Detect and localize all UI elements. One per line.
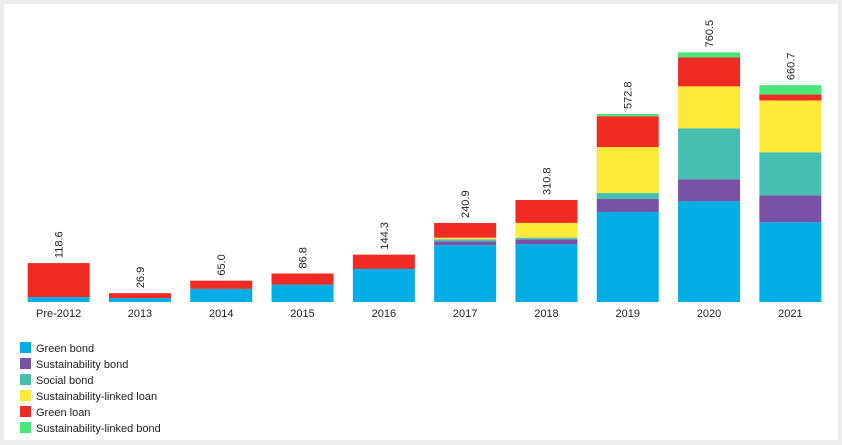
total-label: 86.8	[298, 247, 310, 268]
legend-label: Green loan	[36, 407, 90, 419]
bar-segment	[596, 113, 659, 117]
total-label: 26.9	[135, 267, 147, 288]
bar-segment	[434, 237, 497, 240]
x-tick-label: 2017	[453, 308, 477, 320]
x-tick-label: 2015	[290, 308, 314, 320]
legend-swatch	[20, 358, 31, 369]
bar-segment	[271, 273, 334, 285]
total-label: 310.8	[541, 167, 553, 195]
total-label: 240.9	[460, 190, 472, 218]
bar-segment	[678, 86, 741, 129]
bar-segment	[190, 288, 253, 302]
bar-segment	[271, 284, 334, 302]
legend-swatch	[20, 342, 31, 353]
bar-segment	[352, 269, 415, 302]
bar-segment	[434, 239, 497, 242]
total-label: 65.0	[216, 254, 228, 275]
bar-segment	[678, 52, 741, 58]
bar-segment	[596, 116, 659, 148]
legend-label: Social bond	[36, 375, 94, 387]
bar-segment	[434, 222, 497, 238]
bar-segment	[678, 179, 741, 202]
bar-segment	[515, 237, 578, 240]
total-label: 660.7	[785, 53, 797, 81]
bar-segment	[108, 293, 171, 299]
bar-segment	[596, 212, 659, 302]
total-label: 760.5	[704, 20, 716, 48]
bar-segment	[515, 199, 578, 223]
x-tick-label: 2020	[697, 308, 721, 320]
bar-segment	[759, 195, 822, 223]
x-tick-label: 2018	[534, 308, 558, 320]
x-tick-label: 2014	[209, 308, 233, 320]
legend-label: Sustainability-linked bond	[36, 423, 161, 435]
legend-label: Green bond	[36, 343, 94, 355]
bar-segment	[515, 239, 578, 245]
total-label: 144.3	[379, 222, 391, 250]
bar-segment	[596, 147, 659, 194]
bar-segment	[190, 280, 253, 289]
bar-segment	[108, 298, 171, 302]
total-label: 572.8	[623, 81, 635, 109]
legend-label: Sustainability bond	[36, 359, 128, 371]
legend-swatch	[20, 422, 31, 433]
bar-segment	[434, 245, 497, 302]
x-tick-label: 2016	[372, 308, 396, 320]
bar-segment	[27, 297, 90, 302]
bar-segment	[678, 201, 741, 302]
bar-segment	[352, 254, 415, 269]
x-tick-label: 2019	[616, 308, 640, 320]
bar-segment	[596, 193, 659, 199]
x-tick-label: 2013	[128, 308, 152, 320]
x-tick-label: Pre-2012	[36, 308, 81, 320]
chart-panel: 118.6 Pre-2012 26.9 2013 65.0 2014 86.8 2015 144…	[4, 4, 838, 440]
legend-swatch	[20, 390, 31, 401]
legend-swatch	[20, 374, 31, 385]
bar-segment	[759, 100, 822, 153]
legend-swatch	[20, 406, 31, 417]
total-label: 118.6	[54, 231, 66, 258]
bar-segment	[434, 241, 497, 246]
bar-segment	[759, 152, 822, 196]
bar-segment	[27, 263, 90, 298]
bar-segment	[759, 94, 822, 101]
bar-segment	[678, 57, 741, 87]
bar-segment	[759, 222, 822, 302]
legend-label: Sustainability-linked loan	[36, 391, 157, 403]
bar-segment	[515, 244, 578, 302]
chart: 118.6 Pre-2012 26.9 2013 65.0 2014 86.8 2015 144…	[20, 20, 822, 435]
bar-segment	[678, 128, 741, 180]
bar-segment	[352, 268, 415, 270]
x-tick-label: 2021	[778, 308, 802, 320]
bar-segment	[759, 85, 822, 95]
bar-segment	[515, 222, 578, 238]
bar-segment	[596, 198, 659, 213]
